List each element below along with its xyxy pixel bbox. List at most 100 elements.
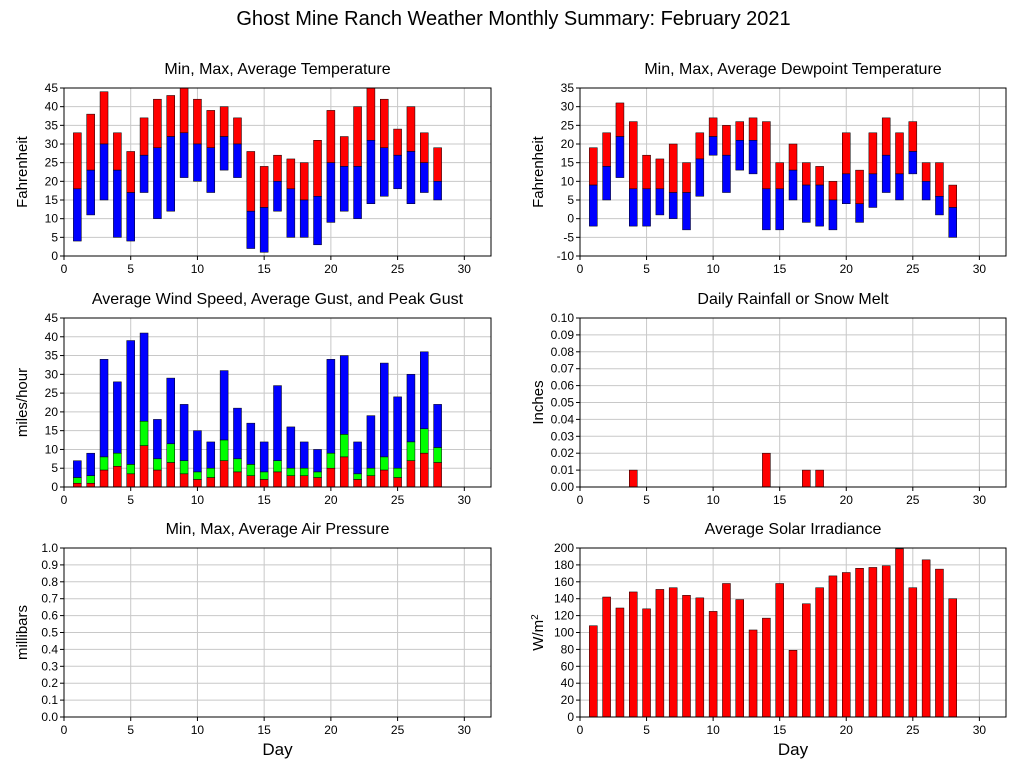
- y-axis-label: W/m2: [530, 614, 548, 651]
- peak-gust-bar: [179, 404, 189, 461]
- x-tick-label: 10: [191, 262, 205, 276]
- y-tick-label: 0: [51, 249, 58, 263]
- y-axis-label: Fahrenheit: [530, 135, 547, 208]
- avg-gust-bar: [420, 428, 429, 454]
- avg-min-bar: [299, 199, 309, 238]
- avg-min-bar: [881, 154, 891, 193]
- y-axis-label-text: W/m: [530, 620, 547, 651]
- y-axis-label: Inches: [530, 380, 547, 424]
- avg-speed-bar: [206, 477, 216, 488]
- peak-gust-bar: [406, 374, 416, 443]
- x-tick-label: 20: [324, 493, 338, 507]
- max-avg-bar: [166, 95, 175, 137]
- y-tick-label: 0.9: [41, 558, 58, 572]
- y-tick-label: 60: [561, 659, 575, 673]
- max-avg-bar: [153, 98, 162, 148]
- avg-gust-bar: [326, 452, 336, 469]
- y-tick-label: 5: [51, 461, 58, 475]
- max-avg-bar: [762, 121, 771, 190]
- avg-min-bar: [629, 188, 638, 227]
- solar-bar: [815, 587, 824, 718]
- avg-min-bar: [179, 132, 189, 178]
- y-tick-label: 35: [45, 118, 59, 132]
- chart-title: Min, Max, Average Air Pressure: [166, 521, 390, 538]
- solar-bar: [828, 575, 838, 718]
- y-tick-label: 25: [45, 156, 59, 170]
- avg-min-bar: [246, 210, 256, 249]
- peak-gust-bar: [206, 441, 216, 469]
- chart-title: Min, Max, Average Temperature: [164, 61, 390, 78]
- avg-min-bar: [206, 147, 216, 193]
- avg-gust-bar: [259, 471, 269, 480]
- peak-gust-bar: [420, 351, 429, 430]
- y-tick-label: 40: [45, 330, 59, 344]
- avg-gust-bar: [433, 447, 442, 463]
- y-tick-label: 45: [45, 311, 59, 325]
- avg-gust-bar: [139, 421, 149, 446]
- avg-gust-bar: [86, 475, 95, 484]
- y-tick-label: 10: [45, 442, 59, 456]
- avg-gust-bar: [166, 443, 175, 463]
- peak-gust-bar: [380, 362, 389, 458]
- x-tick-label: 30: [458, 723, 472, 737]
- avg-speed-bar: [366, 475, 376, 488]
- avg-min-bar: [868, 173, 878, 208]
- avg-min-bar: [433, 181, 442, 201]
- avg-speed-bar: [326, 467, 336, 488]
- avg-gust-bar: [299, 467, 309, 476]
- x-axis-label: Day: [262, 740, 293, 759]
- y-tick-label: 0: [567, 212, 574, 226]
- solar-bar: [762, 617, 771, 718]
- x-tick-label: 15: [773, 723, 787, 737]
- avg-speed-bar: [433, 462, 442, 488]
- solar-bar: [682, 595, 691, 718]
- chart-1: Min, Max, Average Temperature 0 5 10 15 20 25 3…: [14, 61, 492, 276]
- avg-min-bar: [815, 184, 824, 227]
- max-avg-bar: [179, 87, 189, 134]
- y-tick-label: 30: [561, 100, 575, 114]
- solar-bar: [602, 596, 611, 718]
- avg-gust-bar: [153, 458, 162, 471]
- avg-min-bar: [682, 192, 691, 231]
- avg-gust-bar: [273, 460, 282, 473]
- y-tick-label: 140: [554, 592, 574, 606]
- avg-min-bar: [908, 151, 918, 175]
- max-avg-bar: [393, 128, 402, 156]
- avg-gust-bar: [126, 464, 135, 475]
- avg-min-bar: [589, 184, 598, 227]
- x-tick-label: 0: [577, 262, 584, 276]
- y-tick-label: 5: [51, 230, 58, 244]
- avg-speed-bar: [139, 445, 149, 488]
- y-tick-label: 0.03: [551, 429, 575, 443]
- avg-speed-bar: [86, 482, 95, 488]
- x-tick-label: 5: [127, 723, 134, 737]
- y-tick-label: 20: [45, 174, 59, 188]
- solar-bar: [948, 598, 957, 718]
- x-tick-label: 25: [391, 493, 405, 507]
- max-avg-bar: [433, 147, 442, 182]
- y-tick-label: 0.1: [41, 693, 58, 707]
- avg-min-bar: [935, 196, 944, 216]
- y-tick-label: 0.4: [41, 642, 58, 656]
- chart-title: Average Solar Irradiance: [705, 521, 882, 538]
- max-avg-bar: [73, 132, 82, 190]
- y-tick-label: 0.0: [41, 710, 58, 724]
- avg-min-bar: [615, 136, 625, 178]
- avg-min-bar: [113, 169, 122, 238]
- max-avg-bar: [708, 117, 718, 137]
- rain-bar: [762, 452, 771, 488]
- y-tick-label: 20: [561, 137, 575, 151]
- avg-min-bar: [842, 173, 851, 204]
- solar-bar: [642, 608, 651, 718]
- max-avg-bar: [788, 143, 798, 171]
- peak-gust-bar: [126, 340, 135, 465]
- avg-min-bar: [393, 154, 402, 190]
- avg-min-bar: [602, 166, 611, 201]
- solar-bar: [708, 611, 718, 718]
- solar-bar: [589, 625, 598, 718]
- x-tick-label: 10: [191, 493, 205, 507]
- chart-3: Average Wind Speed, Average Gust, and Pe…: [14, 291, 492, 507]
- peak-gust-bar: [86, 452, 95, 476]
- peak-gust-bar: [219, 370, 229, 441]
- y-tick-label: 10: [561, 174, 575, 188]
